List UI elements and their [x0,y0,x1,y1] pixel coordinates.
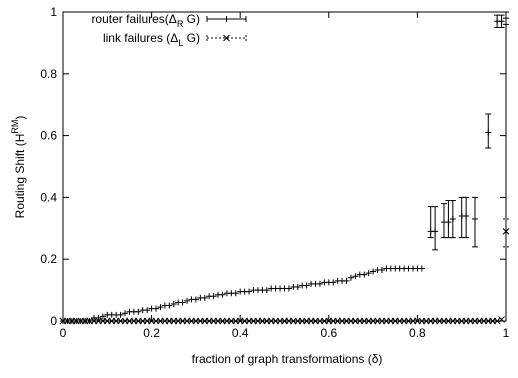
x-tick-label: 0 [60,326,67,340]
y-axis-label: Routing Shift (HRM) [10,116,27,219]
data-point-router [347,274,354,281]
data-point-router [184,297,191,304]
data-point-router [316,280,323,287]
data-point-router [192,296,199,303]
data-point-router [445,219,452,226]
data-point-link [498,316,505,323]
x-tick-label: 0.2 [143,326,160,340]
data-point-router [95,314,102,321]
legend-label-router: router failures(ΔR G) [91,12,200,29]
y-axis-label-close: ) [13,116,27,120]
data-point-router [166,302,173,309]
data-point-router [365,270,372,277]
data-point-router [263,287,270,294]
y-tick-label: 0 [50,314,57,328]
data-marks [59,11,510,325]
data-point-router [463,212,470,219]
plot-frame [62,11,507,322]
y-tick-label: 0.4 [40,190,57,204]
data-point-router [352,273,359,280]
error-bar [503,218,509,248]
error-bar [471,196,478,248]
data-point-router [498,18,505,25]
x-tick-label: 0.8 [409,326,426,340]
legend-marker-plus [223,16,230,22]
data-point-router [303,282,310,289]
legend-label-link: link failures (ΔL G) [103,31,200,48]
data-point-router [485,129,492,136]
data-point-router [285,285,292,292]
legend-marker-cross [223,34,230,42]
data-point-router [144,307,151,314]
data-point-router [449,216,456,223]
data-point-router [232,290,239,297]
data-point-router [170,301,177,308]
data-point-link [502,228,510,235]
x-tick-label: 1 [503,326,510,340]
legend-line [206,35,247,41]
data-point-router [179,299,186,306]
y-tick-label: 1 [50,5,57,19]
y-axis-label-base: Routing Shift (H [13,134,27,219]
y-tick-label: 0.6 [40,129,57,143]
data-point-router [246,288,253,295]
data-point-link [493,317,501,325]
data-point-router [135,308,142,315]
data-point-router [503,15,509,22]
y-tick-label: 0.2 [40,252,57,266]
data-point-router [330,279,337,286]
data-point-router [210,293,217,300]
y-tick-label: 0.8 [40,67,57,81]
axis-ticks: 0 0.2 0.4 0.6 0.8 1 0 0.2 0.4 0.6 0.8 1 [40,5,509,340]
plot-border [62,11,507,322]
series-router-failures [60,11,509,324]
y-axis-label-sup: RM [10,120,20,134]
legend: router failures(ΔR G) link failures (ΔL … [91,12,247,48]
data-point-router [219,291,226,298]
x-tick-label: 0.6 [320,326,337,340]
data-point-router [201,294,208,301]
series-link-failures [59,218,510,325]
data-point-router [157,304,164,311]
legend-sample-router [206,16,247,22]
data-point-router [343,277,350,284]
data-point-router [471,216,478,223]
data-point-router [418,265,425,272]
data-point-router [370,268,377,275]
data-point-router [432,228,439,235]
x-axis-label: fraction of graph transformations (δ) [192,352,383,366]
data-point-router [117,311,124,318]
data-point-router [378,267,385,274]
data-point-router [294,284,301,291]
data-point-router [361,271,368,278]
x-tick-label: 0.4 [232,326,249,340]
data-point-router [153,305,160,312]
data-point-router [122,310,129,317]
data-point-router [99,313,106,320]
error-bar [432,206,439,251]
legend-sample-link [206,34,247,42]
